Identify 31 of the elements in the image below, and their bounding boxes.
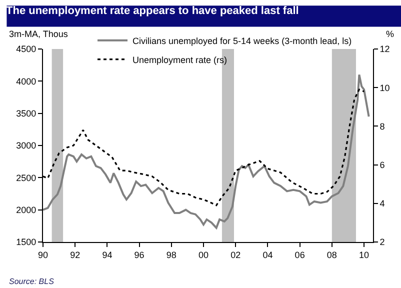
y-tick-label: 4000 (16, 76, 36, 86)
x-tick-label: 94 (102, 250, 112, 260)
y2-tick-label: 6 (380, 160, 385, 170)
source-note: Source: BLS (9, 277, 55, 286)
x-tick-label: 02 (230, 250, 241, 260)
chart-title: The unemployment rate appears to have peaked last fall (6, 4, 299, 17)
legend-label: Unemployment rate (rs) (132, 54, 228, 65)
x-tick-label: 92 (70, 250, 80, 260)
y-tick-label: 1500 (16, 237, 36, 248)
y2-tick-label: 4 (380, 198, 385, 209)
y-tick-label: 2000 (16, 204, 36, 215)
y-axis-title: 3m-MA, Thous (9, 29, 68, 39)
x-tick-label: 10 (359, 250, 370, 260)
y-tick-label: 3500 (16, 108, 36, 118)
y2-tick-label: 12 (380, 44, 390, 54)
x-tick-label: 04 (262, 250, 273, 260)
x-tick-label: 08 (326, 250, 337, 260)
y2-axis-title: % (386, 29, 394, 39)
x-tick-label: 96 (134, 250, 144, 260)
y-tick-label: 4500 (16, 44, 36, 54)
x-tick-label: 06 (294, 250, 305, 260)
y2-tick-label: 10 (380, 82, 390, 93)
y-tick-label: 2500 (16, 172, 36, 183)
x-tick-label: 00 (198, 250, 209, 260)
y-tick-label: 3000 (16, 140, 36, 151)
y2-tick-label: 2 (380, 237, 385, 248)
x-tick-label: 90 (38, 250, 48, 260)
x-tick-label: 98 (166, 250, 176, 260)
y2-tick-label: 8 (380, 121, 385, 132)
legend-label: Civilians unemployed for 5-14 weeks (3-month lead, ls) (132, 36, 352, 46)
line-series (43, 74, 370, 229)
